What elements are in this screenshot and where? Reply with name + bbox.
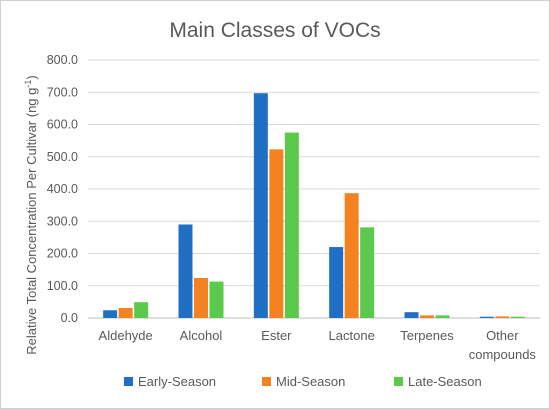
bar-late-season-1 — [209, 281, 224, 318]
bar-late-season-4 — [435, 315, 450, 318]
bar-mid-season-2 — [269, 149, 284, 318]
y-tick-label: 800.0 — [47, 53, 78, 67]
y-axis-title: Relative Total Concentration Per Cultiva… — [23, 75, 39, 354]
bar-mid-season-1 — [194, 278, 208, 318]
y-tick-label: 200.0 — [47, 247, 78, 261]
x-category-label: Other — [486, 328, 519, 343]
bar-early-season-0 — [103, 310, 118, 318]
x-category-label: Alcohol — [180, 328, 223, 343]
bar-mid-season-5 — [495, 316, 510, 318]
x-category-label: compounds — [469, 347, 537, 362]
y-axis-title-superscript: -1 — [23, 80, 33, 88]
bar-late-season-0 — [134, 302, 149, 318]
legend-swatch-late-season — [394, 377, 403, 386]
y-axis-title-end: ) — [24, 75, 39, 79]
bar-late-season-5 — [510, 316, 525, 318]
x-category-label: Lactone — [329, 328, 375, 343]
bar-late-season-3 — [360, 227, 375, 318]
bar-early-season-5 — [479, 316, 494, 318]
y-tick-label: 600.0 — [47, 118, 78, 132]
bar-early-season-4 — [404, 312, 419, 318]
bars — [103, 93, 525, 318]
y-tick-label: 700.0 — [47, 85, 78, 99]
y-tick-label: 500.0 — [47, 150, 78, 164]
x-category-label: Aldehyde — [99, 328, 153, 343]
legend-swatch-mid-season — [262, 377, 271, 386]
bar-early-season-3 — [329, 247, 344, 318]
bar-late-season-2 — [284, 132, 299, 318]
legend-label-early-season: Early-Season — [138, 374, 216, 389]
y-tick-label: 300.0 — [47, 214, 78, 228]
legend-label-mid-season: Mid-Season — [276, 374, 345, 389]
chart-title: Main Classes of VOCs — [169, 19, 380, 42]
y-axis-title-main: Relative Total Concentration Per Cultiva… — [24, 88, 39, 355]
legend-swatch-early-season — [124, 377, 133, 386]
y-tick-label: 100.0 — [47, 279, 78, 293]
x-axis-categories: Aldehyde Alcohol Ester Lactone Terpenes Other… — [99, 328, 537, 362]
bar-mid-season-3 — [344, 193, 359, 318]
bar-early-season-1 — [178, 224, 193, 318]
gridlines — [88, 59, 540, 319]
y-tick-label: 400.0 — [47, 182, 78, 196]
legend-label-late-season: Late-Season — [408, 374, 482, 389]
y-axis-ticks: 0.0 100.0 200.0 300.0 400.0 500.0 600.0 700.0 80… — [47, 53, 78, 325]
legend: Early-Season Mid-Season Late-Season — [124, 374, 482, 389]
y-tick-label: 0.0 — [61, 311, 78, 325]
bar-mid-season-0 — [118, 308, 133, 318]
x-category-label: Terpenes — [400, 328, 454, 343]
bar-mid-season-4 — [420, 315, 434, 318]
x-category-label: Ester — [261, 328, 292, 343]
bar-early-season-2 — [253, 93, 268, 318]
